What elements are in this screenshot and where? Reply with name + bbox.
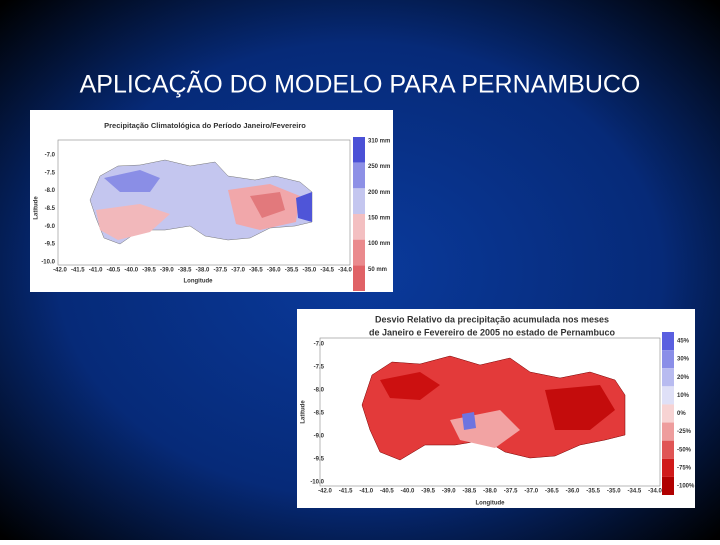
y-tick-label: -7.5 [314,365,325,371]
x-tick-label: -39.0 [160,268,174,274]
x-tick-label: -41.5 [71,268,85,274]
legend-label: 0% [677,411,686,417]
x-tick-label: -36.5 [545,489,559,495]
map1-title: Precipitação Climatológica do Período Ja… [104,121,306,130]
x-tick-label: -36.0 [566,489,580,495]
x-tick-label: -39.0 [442,489,456,495]
y-tick-label: -8.0 [314,388,325,394]
legend-label: 200 mm [368,190,390,196]
legend-label: 30% [677,357,690,363]
legend-label: -25% [677,429,692,435]
legend-label: 310 mm [368,138,390,144]
legend-label: -100% [677,484,695,490]
x-tick-label: -41.0 [359,489,373,495]
legend-swatch [662,458,674,477]
x-tick-label: -39.5 [142,268,156,274]
y-tick-label: -7.0 [314,342,325,348]
x-tick-label: -39.5 [421,489,435,495]
y-tick-label: -8.5 [45,206,56,212]
legend-swatch [662,350,674,369]
x-tick-label: -37.5 [213,268,227,274]
legend-swatch [662,404,674,423]
x-tick-label: -35.5 [586,489,600,495]
y-tick-label: -10.0 [310,480,324,486]
x-tick-label: -40.0 [124,268,138,274]
y-tick-label: -7.5 [45,170,56,176]
x-tick-label: -41.0 [89,268,103,274]
x-tick-label: -35.0 [607,489,621,495]
legend-swatch [353,162,365,189]
map1-x-label: Longitude [184,279,214,285]
legend-swatch [662,386,674,405]
map1-region [104,170,160,192]
x-tick-label: -37.0 [524,489,538,495]
legend-label: -75% [677,465,692,471]
x-tick-label: -34.0 [648,489,662,495]
x-tick-label: -38.5 [463,489,477,495]
x-tick-label: -36.5 [249,268,263,274]
map2-title: de Janeiro e Fevereiro de 2005 no estado… [369,327,616,337]
legend-swatch [662,422,674,441]
legend-swatch [353,239,365,266]
legend-swatch [353,214,365,240]
x-tick-label: -40.5 [107,268,121,274]
x-tick-label: -37.5 [504,489,518,495]
map2-region [545,385,615,430]
legend-label: 45% [677,339,690,345]
legend-swatch [353,137,365,163]
y-tick-label: -8.0 [45,188,56,194]
map2-x-label: Longitude [476,501,506,507]
x-tick-label: -42.0 [318,489,332,495]
x-tick-label: -34.5 [320,268,334,274]
legend-label: 50 mm [368,267,387,273]
map2-title: Desvio Relativo da precipitação acumulad… [375,314,609,324]
y-tick-label: -9.5 [314,457,325,463]
x-tick-label: -42.0 [53,268,67,274]
legend-swatch [662,476,674,495]
x-tick-label: -38.0 [196,268,210,274]
map1-region [250,192,285,218]
legend-label: 250 mm [368,164,390,170]
map2-frame [319,337,661,487]
map2-region [462,412,476,430]
legend-swatch [662,332,674,351]
slide-title: APLICAÇÃO DO MODELO PARA PERNAMBUCO [80,70,641,99]
x-tick-label: -40.5 [380,489,394,495]
y-tick-label: -9.0 [45,224,56,230]
legend-label: 20% [677,375,690,381]
x-tick-label: -36.0 [267,268,281,274]
legend-swatch [353,188,365,214]
x-tick-label: -38.5 [178,268,192,274]
legend-swatch [353,265,365,291]
y-tick-label: -8.5 [314,411,325,417]
y-tick-label: -10.0 [41,260,55,266]
x-tick-label: -40.0 [401,489,415,495]
legend-label: 10% [677,393,690,399]
x-tick-label: -38.0 [483,489,497,495]
map1-frame [57,139,351,266]
x-tick-label: -34.0 [338,268,352,274]
map1-region [96,204,170,240]
x-tick-label: -41.5 [339,489,353,495]
legend-label: 100 mm [368,241,390,247]
map2-y-label: Latitude [301,400,307,424]
x-tick-label: -35.0 [303,268,317,274]
map1-region [296,192,312,222]
x-tick-label: -34.5 [628,489,642,495]
legend-swatch [662,440,674,459]
map2-region [380,372,440,400]
legend-label: -50% [677,447,692,453]
legend-swatch [662,368,674,387]
x-tick-label: -35.5 [285,268,299,274]
y-tick-label: -9.5 [45,242,56,248]
legend-label: 150 mm [368,215,390,221]
map1-y-label: Latitude [34,196,40,220]
y-tick-label: -9.0 [314,434,325,440]
y-tick-label: -7.0 [45,153,56,159]
x-tick-label: -37.0 [231,268,245,274]
